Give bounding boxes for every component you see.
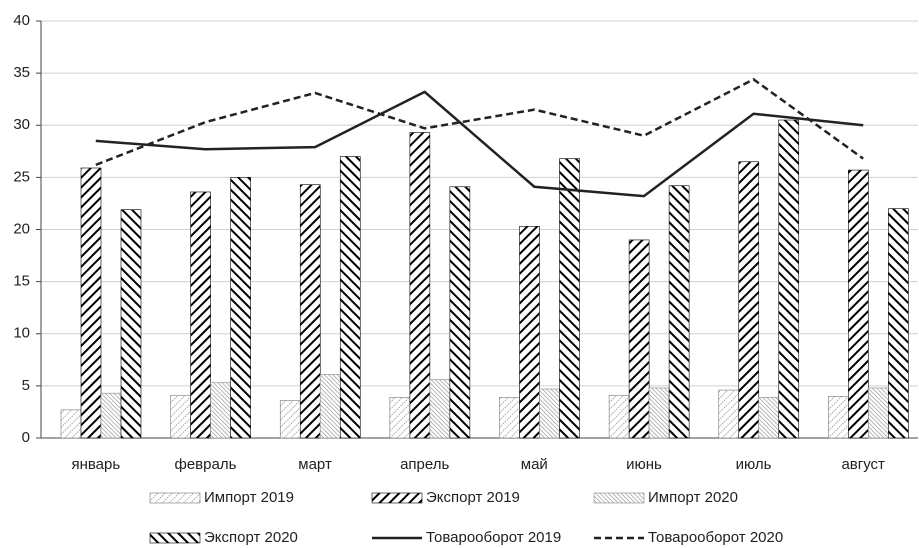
y-tick-label: 15: [13, 273, 30, 290]
y-tick-label: 40: [13, 12, 30, 29]
bar: [868, 387, 889, 439]
legend-label: Экспорт 2019: [426, 489, 520, 506]
line: [95, 90, 864, 198]
x-tick-label: апрель: [400, 456, 449, 473]
bar: [210, 382, 231, 439]
bar: [80, 167, 102, 439]
bar: [230, 177, 251, 439]
y-tick-label: 35: [13, 64, 30, 81]
y-tick-label: 10: [13, 325, 30, 342]
bar: [389, 397, 411, 439]
bar: [668, 185, 690, 439]
legend-label: Импорт 2020: [648, 489, 738, 506]
bar: [120, 209, 142, 439]
legend-label: Товарооборот 2020: [648, 529, 783, 546]
bar: [339, 156, 361, 439]
bar: [519, 226, 540, 439]
x-tick-label: январь: [71, 456, 120, 473]
legend-label: Импорт 2019: [204, 489, 294, 506]
bar: [828, 395, 849, 439]
y-tick-label: 20: [13, 220, 30, 237]
bar: [628, 239, 650, 439]
bar: [778, 119, 800, 439]
bar: [170, 394, 191, 439]
y-tick-label: 5: [22, 377, 30, 394]
legend-swatch: [149, 532, 201, 544]
x-tick-label: июнь: [626, 456, 662, 473]
bar: [648, 387, 670, 439]
x-tick-label: август: [841, 456, 885, 473]
bar: [60, 409, 82, 439]
x-tick-label: июль: [736, 456, 772, 473]
bar: [608, 394, 630, 439]
bar: [758, 397, 780, 439]
legend-swatch: [371, 492, 423, 504]
bar: [190, 191, 211, 439]
bar: [539, 388, 560, 439]
bar: [848, 169, 869, 439]
y-tick-label: 25: [13, 168, 30, 185]
x-tick-label: февраль: [174, 456, 236, 473]
y-tick-label: 0: [22, 429, 30, 446]
line: [95, 77, 864, 167]
bar: [718, 389, 740, 439]
bar: [279, 400, 301, 439]
bar: [409, 132, 431, 439]
x-tick-label: май: [521, 456, 548, 473]
bar: [738, 161, 760, 439]
bar: [449, 186, 471, 439]
bar: [319, 374, 341, 439]
legend-swatch: [593, 492, 645, 504]
bar: [299, 184, 321, 439]
bar: [888, 208, 909, 439]
x-tick-label: март: [298, 456, 332, 473]
bar: [100, 392, 122, 439]
bar: [559, 158, 580, 439]
bar: [429, 379, 451, 439]
legend-label: Экспорт 2020: [204, 529, 298, 546]
legend-label: Товарооборот 2019: [426, 529, 561, 546]
bar: [499, 397, 520, 439]
y-tick-label: 30: [13, 116, 30, 133]
legend-swatch: [149, 492, 201, 504]
